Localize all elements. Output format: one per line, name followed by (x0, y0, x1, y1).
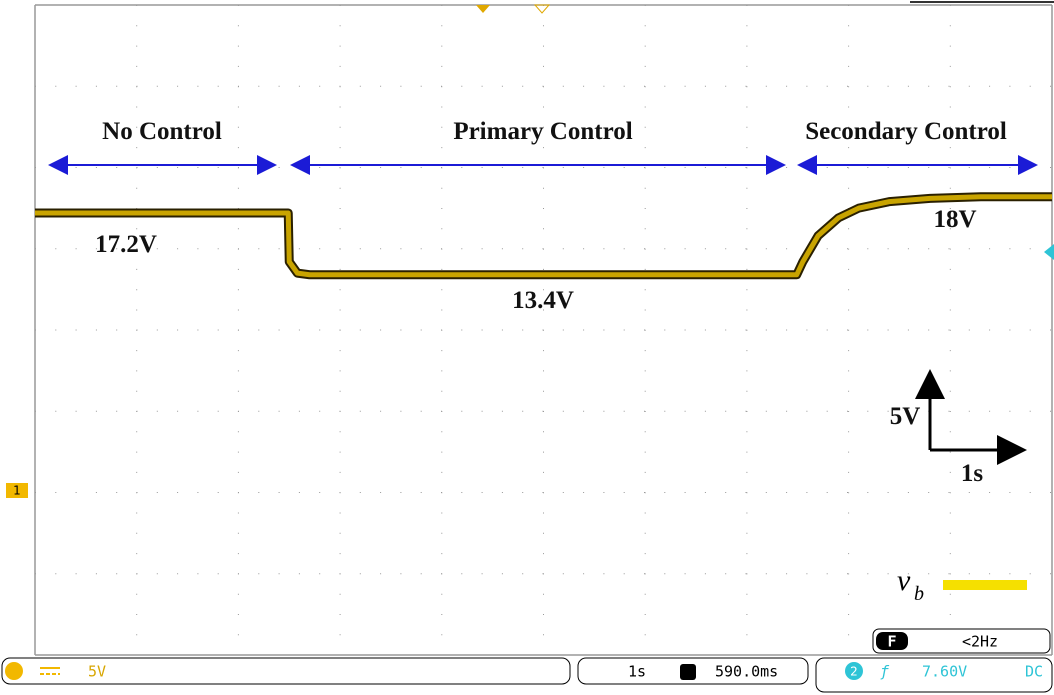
channel-scale: 5V (88, 663, 106, 681)
level-label: 17.2V (95, 231, 157, 258)
trigger-channel: 2 (850, 665, 858, 679)
trigger-mode-badge (876, 632, 908, 650)
trace (35, 194, 1052, 278)
channel-marker-label: 1 (13, 484, 21, 498)
legend-label: v (897, 564, 911, 597)
trigger-level-marker (1044, 244, 1054, 260)
scale-label: 5V (890, 403, 921, 430)
level-label: 18V (933, 206, 976, 233)
trigger-box (872, 628, 1051, 654)
channel-marker (6, 483, 28, 498)
trigger-channel-icon (845, 662, 863, 680)
edge-icon: ƒ (880, 663, 890, 681)
annotation: Primary Control (453, 118, 632, 145)
channel-box (1, 657, 571, 685)
delay-marker (533, 4, 551, 14)
trigger-mode: F (887, 633, 896, 651)
trigger-status-box (815, 657, 1053, 693)
annotation: No Control (102, 118, 222, 145)
channel-icon (5, 662, 23, 680)
annotation: Secondary Control (805, 118, 1007, 145)
trigger-freq: <2Hz (962, 633, 998, 651)
legend-subscript: b (914, 583, 924, 605)
trigger-pos-marker (476, 5, 490, 13)
level-label: 13.4V (512, 287, 574, 314)
timebase: 1s (628, 663, 646, 681)
legend-swatch (943, 580, 1027, 590)
delay-icon (680, 664, 696, 680)
trigger-level: 7.60V (922, 663, 967, 681)
scale-label: 1s (961, 460, 984, 487)
trigger-coupling: DC (1025, 663, 1043, 681)
delay: 590.0ms (715, 663, 778, 681)
trace-group (35, 192, 1052, 280)
